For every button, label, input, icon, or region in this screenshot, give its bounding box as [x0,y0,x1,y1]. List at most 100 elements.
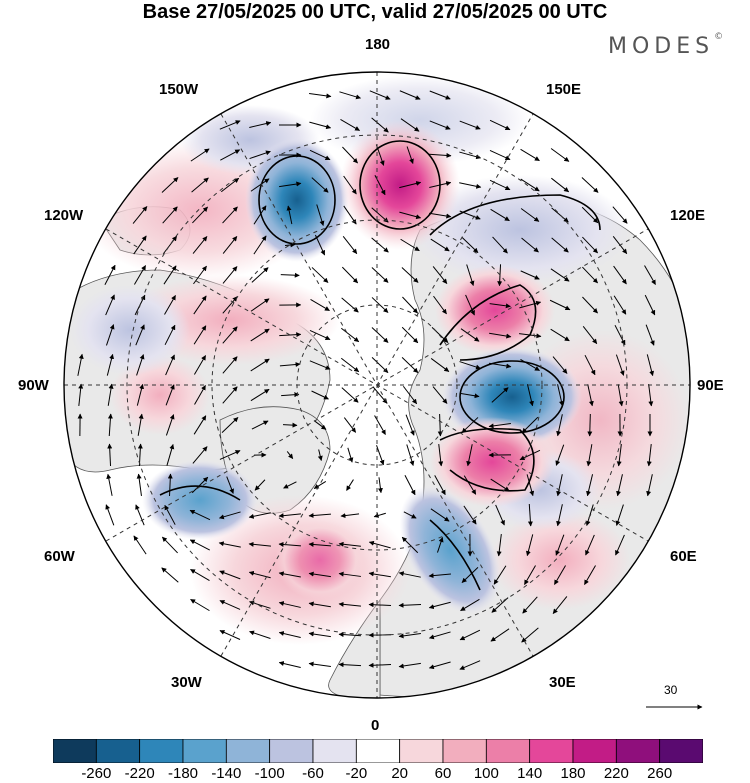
wind-arrow [105,294,115,316]
wind-arrow [165,414,175,436]
wind-arrow [191,476,209,494]
wind-arrow [582,266,598,284]
wind-arrow [400,238,420,252]
wind-arrow [341,297,359,313]
wind-arrow [253,205,267,225]
wind-arrow [218,511,241,520]
wind-arrow [525,534,534,557]
wind-arrow [398,662,421,669]
graticule [64,72,690,698]
wind-arrow [250,388,270,402]
wind-arrow [189,509,211,521]
wind-arrow [132,206,148,224]
wind-arrow [279,181,302,188]
wind-arrow [375,144,385,166]
wind-arrow [586,444,593,467]
wind-arrow [249,150,271,160]
wind-arrow [249,630,271,639]
wind-arrow [434,475,446,496]
wind-arrow [372,386,388,404]
lon-label-30w: 30W [171,674,202,691]
wind-arrow [490,208,510,222]
wind-arrow [549,299,571,311]
wind-arrow [490,478,510,492]
brand-mark: © [714,32,724,42]
wind-arrow [585,534,595,556]
wind-arrow [405,414,415,436]
wind-arrow [459,120,481,130]
wind-arrow [556,414,563,437]
lon-label-120w: 120W [44,207,84,224]
wind-arrow [226,476,234,494]
wind-arrow [398,602,422,608]
wind-arrow [404,474,416,496]
wind-arrow [555,534,565,556]
wind-arrow [316,204,325,226]
wind-arrow [645,324,655,346]
wind-arrow [222,266,238,284]
wind-arrow [402,296,418,314]
wind-arrow [193,295,207,315]
wind-arrow [489,362,512,369]
wind-arrow [461,417,479,433]
wind-arrow [432,266,448,284]
contours [159,140,601,591]
wind-arrow [341,387,359,403]
wind-arrow [166,443,175,466]
wind-arrow [194,385,206,405]
wind-arrow [399,181,422,189]
wind-arrow [433,295,447,315]
wind-arrow [192,236,208,254]
wind-arrow [219,570,241,580]
wind-arrow [430,238,450,252]
wind-arrow [459,361,481,370]
reference-arrow-value: 30 [664,683,678,697]
wind-arrow [555,444,565,466]
page-title: Base 27/05/2025 00 UTC, valid 27/05/2025… [142,1,608,23]
wind-arrow [612,206,628,224]
colorbar-swatch [485,739,531,763]
wind-arrow [519,333,542,339]
wind-arrow [556,504,563,527]
wind-arrow [286,205,293,225]
wind-arrow [459,629,481,641]
wind-arrow [250,328,270,342]
wind-arrow [520,148,540,162]
wind-arrow [550,268,570,282]
wind-arrow [551,207,569,223]
wind-arrow [167,473,173,497]
colorbar-tick-label: -180 [167,765,199,782]
wind-arrow [222,386,238,404]
lon-label-30e: 30E [549,674,576,691]
wind-arrow [309,329,331,341]
wind-arrow [459,660,481,670]
wind-arrow [492,236,508,254]
wind-arrow [308,661,331,668]
wind-arrow [463,475,477,495]
wind-arrow [251,420,269,430]
wind-arrow [313,481,327,489]
wind-arrow [308,631,331,638]
wind-arrow [527,503,533,527]
wind-arrow [496,534,502,557]
wind-arrow [460,392,480,399]
wind-arrow [401,326,419,344]
wind-arrow [646,444,652,467]
wind-arrow [371,237,389,253]
wind-arrow [551,177,570,193]
wind-arrow [400,118,420,132]
wind-arrow [222,206,238,224]
colorbar-tick-label: 140 [517,765,543,782]
wind-arrow [616,444,622,467]
colorbar-swatch [399,739,444,763]
wind-arrow [373,512,386,518]
wind-arrow [192,206,208,224]
wind-arrow [284,242,296,248]
wind-arrow [278,631,301,639]
wind-arrow [429,120,451,130]
colorbar-tick-label: -20 [345,765,368,782]
wind-arrow [77,353,84,376]
wind-arrow [582,236,598,254]
wind-arrow [587,413,593,437]
wind-arrow [398,571,421,578]
